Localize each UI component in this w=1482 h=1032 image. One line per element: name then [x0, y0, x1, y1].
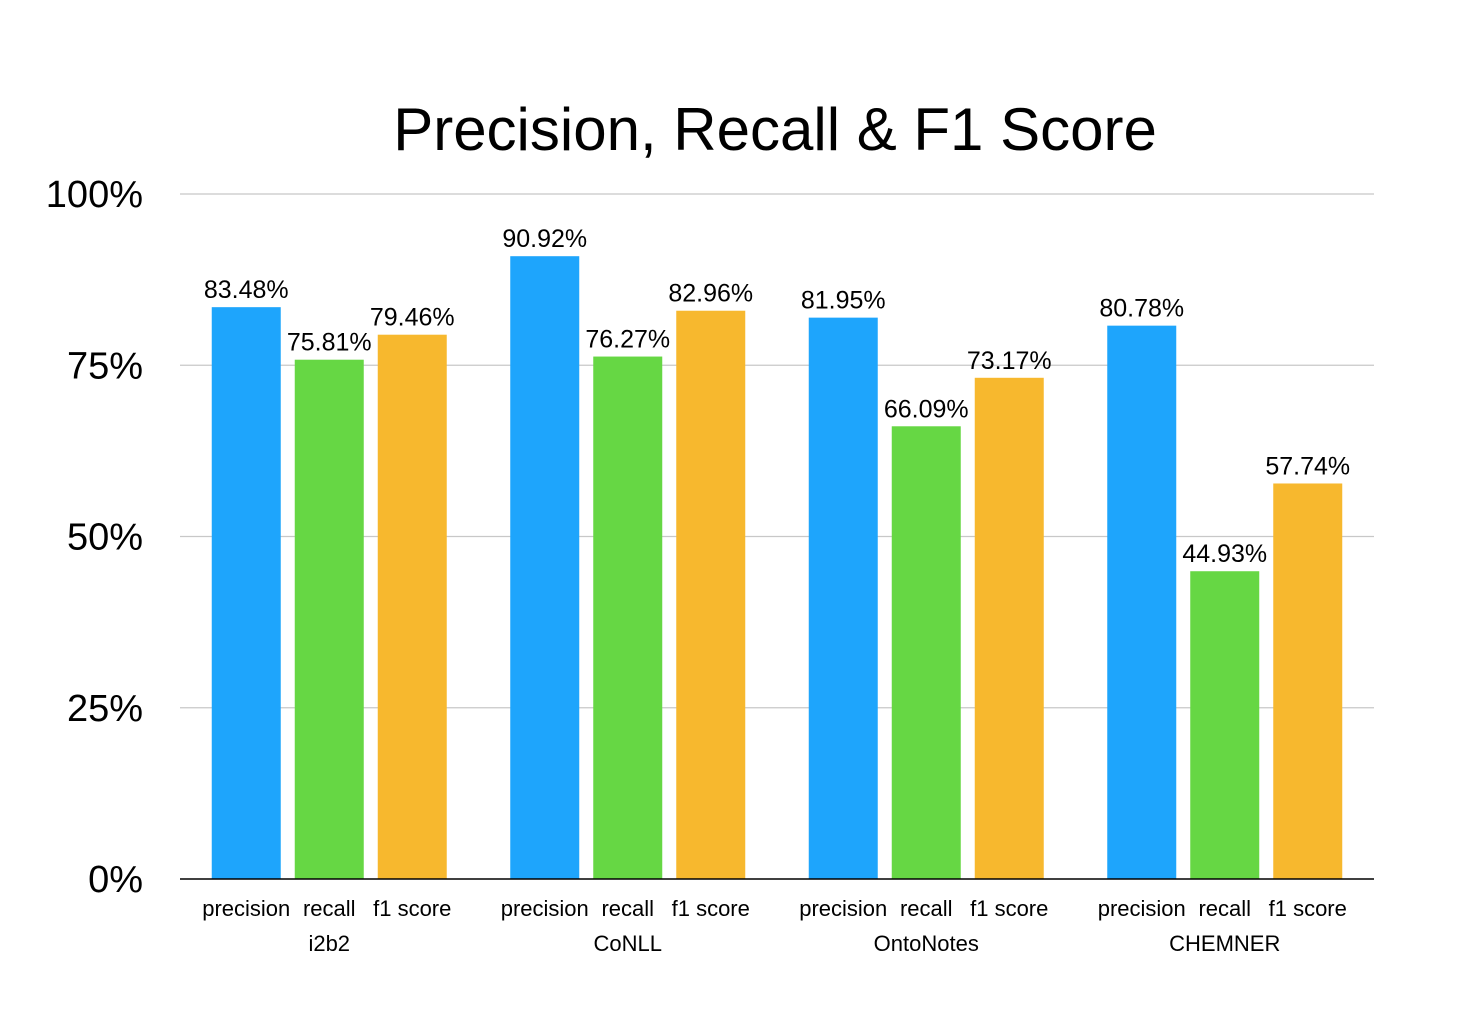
category-label: CoNLL — [594, 931, 662, 956]
bar-precision-chemner — [1107, 325, 1177, 880]
category-label: i2b2 — [308, 931, 350, 956]
y-tick-label: 25% — [67, 688, 143, 730]
data-label: 44.93% — [1182, 540, 1267, 568]
x-axis-labels: precision recall f1 score i2b2 precision reca… — [202, 896, 1347, 956]
bar-f1-score-conll — [676, 310, 746, 879]
bar-f1-score-i2b2 — [377, 334, 447, 880]
data-label: 79.46% — [370, 304, 455, 332]
y-tick-label: 100% — [46, 174, 143, 216]
data-label: 66.09% — [884, 395, 969, 423]
bar-recall-chemner — [1190, 571, 1260, 879]
bar-recall-conll — [593, 356, 663, 879]
bar-precision-ontonotes — [808, 317, 878, 880]
series-tick-label: recall — [303, 896, 356, 921]
data-label: 81.95% — [801, 287, 886, 315]
series-tick-label: recall — [1198, 896, 1251, 921]
bar-recall-i2b2 — [294, 359, 364, 879]
data-label: 73.17% — [967, 347, 1052, 375]
bar-recall-ontonotes — [891, 426, 961, 879]
category-label: OntoNotes — [874, 931, 979, 956]
series-tick-label: precision — [1098, 896, 1186, 921]
data-label: 83.48% — [204, 276, 289, 304]
y-axis-ticks: 0% 25% 50% 75% 100% — [46, 174, 143, 901]
series-tick-label: recall — [900, 896, 953, 921]
bar-precision-i2b2 — [211, 307, 281, 879]
series-tick-label: precision — [202, 896, 290, 921]
data-label: 90.92% — [502, 225, 587, 253]
data-label: 75.81% — [287, 329, 372, 357]
series-tick-label: recall — [601, 896, 654, 921]
data-label: 80.78% — [1099, 295, 1184, 323]
bar-f1-score-ontonotes — [974, 377, 1044, 879]
category-label: CHEMNER — [1169, 931, 1280, 956]
data-labels: 83.48% 75.81%79.46% 90.92% 76.27% 82.96% 81.9… — [204, 225, 1350, 568]
series-tick-label: precision — [799, 896, 887, 921]
series-tick-label: precision — [501, 896, 589, 921]
series-tick-label: f1 score — [373, 896, 451, 921]
bars — [211, 256, 1343, 880]
bar-precision-conll — [510, 256, 580, 879]
y-tick-label: 75% — [67, 345, 143, 387]
data-label: 82.96% — [668, 280, 753, 308]
data-label: 57.74% — [1265, 452, 1350, 480]
y-tick-label: 50% — [67, 517, 143, 559]
bar-f1-score-chemner — [1273, 483, 1343, 879]
series-tick-label: f1 score — [970, 896, 1048, 921]
series-tick-label: f1 score — [1269, 896, 1347, 921]
series-tick-label: f1 score — [672, 896, 750, 921]
data-label: 76.27% — [585, 326, 670, 354]
y-tick-label: 0% — [88, 859, 143, 901]
chart-title: Precision, Recall & F1 Score — [393, 96, 1157, 163]
